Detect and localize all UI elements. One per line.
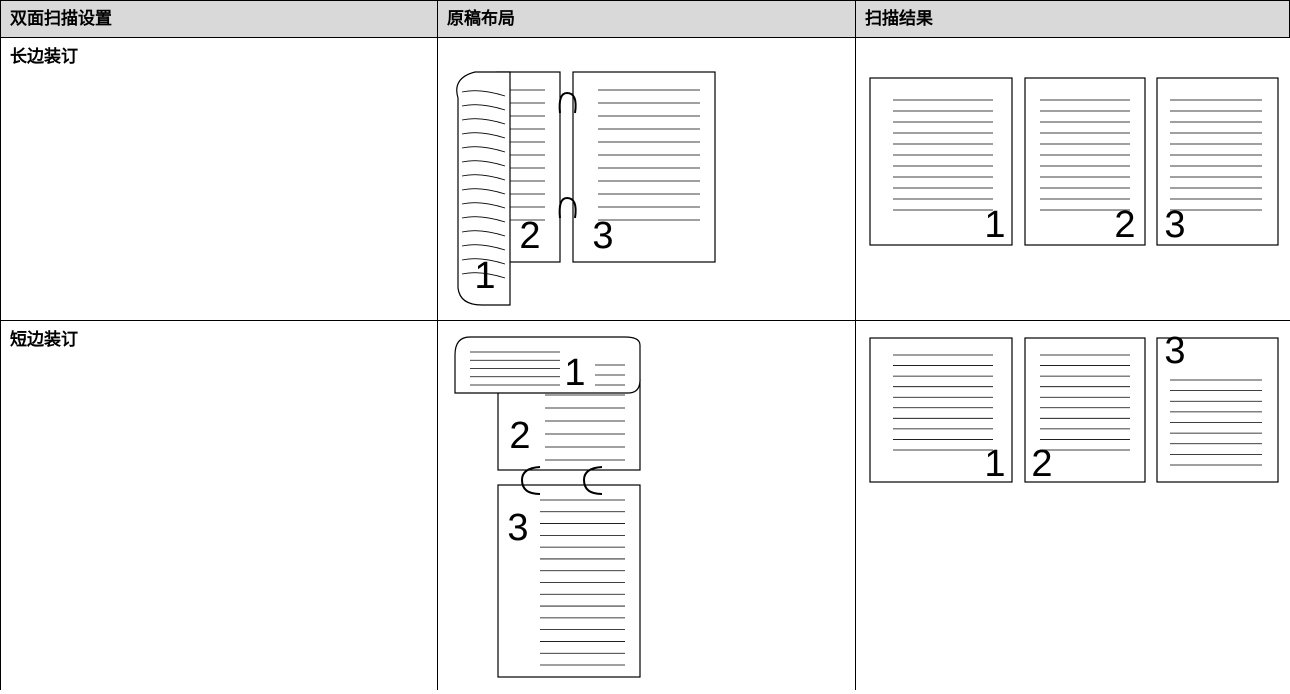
curl-line <box>461 244 506 251</box>
header-cell: 双面扫描设置 <box>10 8 112 29</box>
curl-line <box>461 132 506 139</box>
page-number: 2 <box>519 215 540 257</box>
page-outline <box>1024 77 1146 246</box>
row-label: 长边装订 <box>10 46 78 67</box>
page-number: 1 <box>474 255 495 297</box>
header-bg <box>0 0 1290 37</box>
curl-line <box>461 90 506 97</box>
header-cell: 原稿布局 <box>447 8 515 29</box>
page-number: 2 <box>1031 443 1052 485</box>
curl-line <box>461 258 506 265</box>
curl-line <box>461 118 506 125</box>
page-number: 3 <box>1164 330 1185 372</box>
page-number: 2 <box>1114 204 1135 246</box>
page-outline <box>869 337 1013 483</box>
curl-line <box>461 202 506 209</box>
page-outline <box>497 484 641 678</box>
curl-line <box>461 188 506 195</box>
page-outline <box>869 77 1013 246</box>
ring <box>582 466 603 495</box>
curl-line <box>461 272 506 279</box>
page-number: 1 <box>984 204 1005 246</box>
ring <box>558 91 577 114</box>
page-outline <box>1156 77 1279 246</box>
curl-line <box>461 104 506 111</box>
page-number: 1 <box>984 443 1005 485</box>
curl-line <box>461 160 506 167</box>
page-outline <box>454 336 641 394</box>
page-outline <box>1024 337 1146 483</box>
page-number: 1 <box>564 352 585 394</box>
page-outline <box>1156 337 1279 483</box>
row-label: 短边装订 <box>10 329 78 350</box>
ring <box>558 196 577 219</box>
page-outline <box>456 71 511 306</box>
page-number: 3 <box>507 507 528 549</box>
page-outline <box>572 71 716 263</box>
curl-line <box>461 230 506 237</box>
ring <box>520 466 541 495</box>
page-number: 3 <box>592 215 613 257</box>
curl-line <box>461 174 506 181</box>
curl-line <box>461 216 506 223</box>
page-number: 3 <box>1164 204 1185 246</box>
page-number: 2 <box>509 415 530 457</box>
header-cell: 扫描结果 <box>865 8 933 29</box>
curl-line <box>461 146 506 153</box>
